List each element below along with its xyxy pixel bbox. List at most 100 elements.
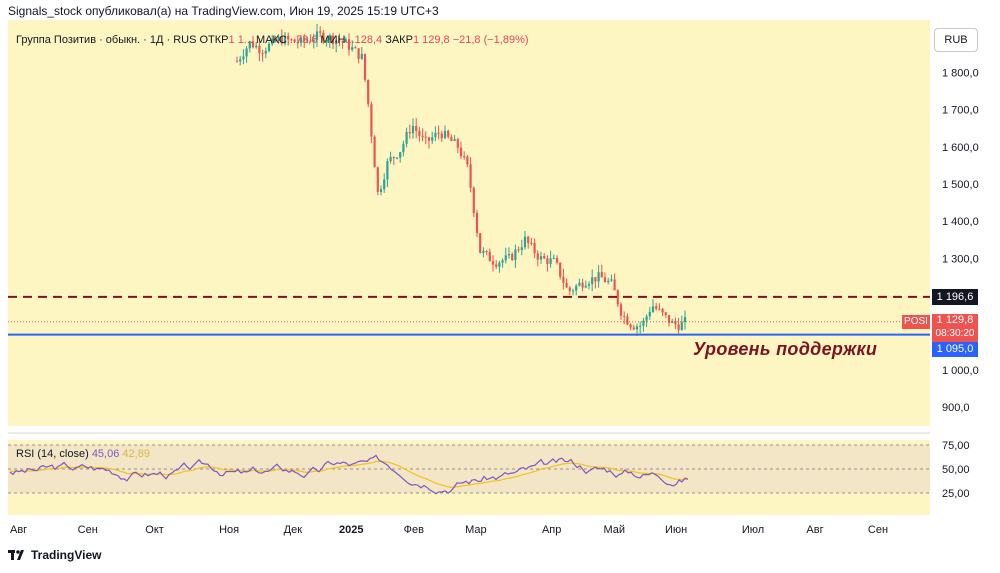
candle-body bbox=[312, 39, 315, 42]
candle-body bbox=[351, 47, 354, 50]
price-tick-label: 1 000,0 bbox=[942, 365, 979, 377]
rsi-name: RSI (14, close) bbox=[16, 448, 89, 460]
candle-body bbox=[335, 40, 338, 45]
candle-body bbox=[463, 156, 466, 158]
candle-body bbox=[383, 179, 386, 190]
candle-body bbox=[575, 285, 578, 291]
candle-body bbox=[555, 258, 559, 263]
legend-open-value: 1 1... bbox=[228, 34, 253, 46]
legend-open-label: ОТКР bbox=[199, 34, 229, 46]
candle-body bbox=[674, 321, 677, 325]
legend-low-value: ...128,4 bbox=[345, 34, 383, 46]
candle-body bbox=[533, 242, 536, 254]
candle-body bbox=[271, 38, 274, 44]
candle-body bbox=[399, 152, 402, 158]
candle-body bbox=[443, 130, 447, 139]
price-pane-bg bbox=[8, 20, 930, 426]
candle-body bbox=[680, 322, 683, 331]
candle-body bbox=[546, 258, 549, 264]
time-axis-label: Фев bbox=[404, 524, 424, 536]
candle-body bbox=[571, 290, 575, 292]
resistance-price-badge: 1 196,6 bbox=[932, 289, 978, 305]
candle-body bbox=[283, 35, 287, 44]
candle-body bbox=[539, 256, 543, 260]
legend-low-label: МИН bbox=[320, 34, 346, 46]
legend-close-value: 1 129,8 bbox=[412, 34, 450, 46]
candle-body bbox=[251, 41, 255, 48]
candle-body bbox=[491, 261, 495, 265]
candle-body bbox=[450, 136, 453, 142]
legend-change: −21,8 (−1,89%) bbox=[452, 34, 529, 46]
candle-body bbox=[424, 136, 427, 138]
candle-body bbox=[591, 277, 594, 285]
candle-body bbox=[437, 132, 440, 134]
candle-body bbox=[485, 250, 488, 252]
currency-button[interactable]: RUB bbox=[934, 28, 978, 52]
candle-body bbox=[565, 282, 568, 288]
footer-brand: TradingView bbox=[31, 548, 102, 562]
candle-body bbox=[613, 279, 616, 291]
candle-body bbox=[610, 279, 613, 281]
chart-area[interactable]: 900,0 1 000,0 1 300,0 1 400,0 1 500,0 1 600,0… bbox=[0, 20, 1000, 540]
candle-body bbox=[386, 161, 389, 180]
candle-body bbox=[504, 255, 507, 261]
candle-body bbox=[389, 157, 392, 162]
candle-body bbox=[421, 135, 424, 137]
candle-body bbox=[309, 40, 312, 42]
candle-body bbox=[626, 316, 629, 325]
time-axis-label: Сен bbox=[78, 524, 98, 536]
candle-body bbox=[536, 253, 539, 260]
time-axis-label: Июл bbox=[742, 524, 764, 536]
candle-body bbox=[274, 38, 277, 42]
candle-body bbox=[549, 258, 552, 264]
price-tick-label: 1 600,0 bbox=[942, 142, 979, 154]
candle-body bbox=[683, 317, 687, 323]
candle-body bbox=[479, 233, 482, 253]
candle-body bbox=[578, 282, 581, 286]
candle-body bbox=[651, 306, 655, 312]
candle-body bbox=[299, 37, 303, 44]
time-axis-label: Окт bbox=[145, 524, 164, 536]
candle-body bbox=[488, 251, 491, 262]
publish-caption: Signals_stock опубликовал(а) на TradingV… bbox=[8, 4, 439, 18]
candle-body bbox=[677, 324, 680, 331]
candle-body bbox=[427, 137, 431, 141]
candle-body bbox=[367, 79, 370, 105]
candle-body bbox=[261, 53, 264, 55]
candle-body bbox=[466, 156, 469, 165]
price-tick-label: 900,0 bbox=[942, 402, 970, 414]
candle-body bbox=[354, 47, 357, 49]
candle-body bbox=[507, 254, 511, 256]
candle-body bbox=[469, 164, 472, 188]
candle-body bbox=[280, 36, 283, 44]
candle-body bbox=[501, 260, 504, 263]
candle-body bbox=[319, 31, 322, 33]
time-axis-label: Авг bbox=[806, 524, 823, 536]
candle-body bbox=[597, 272, 600, 282]
candle-body bbox=[360, 53, 363, 59]
price-tick-label: 1 500,0 bbox=[942, 179, 979, 191]
candle-body bbox=[418, 130, 421, 136]
candle-body bbox=[303, 37, 306, 42]
candle-body bbox=[520, 247, 523, 251]
candle-body bbox=[395, 157, 399, 159]
rsi-tick-label: 75,00 bbox=[942, 440, 970, 452]
candle-body bbox=[287, 35, 290, 40]
candle-body bbox=[322, 32, 325, 42]
candle-body bbox=[447, 130, 450, 137]
ticker-badge: POSI bbox=[902, 315, 930, 329]
time-axis-label: Мар bbox=[465, 524, 487, 536]
candle-body bbox=[559, 262, 562, 277]
candle-body bbox=[514, 249, 517, 260]
chart-svg[interactable]: 900,0 1 000,0 1 300,0 1 400,0 1 500,0 1 600,0… bbox=[0, 20, 1000, 540]
candle-body bbox=[661, 308, 664, 313]
candle-body bbox=[431, 137, 434, 141]
candle-body bbox=[258, 45, 261, 54]
candle-body bbox=[277, 36, 280, 42]
candle-body bbox=[325, 40, 328, 42]
candle-body bbox=[267, 43, 271, 51]
support-annotation: Уровень поддержки bbox=[693, 339, 878, 359]
legend-high-label: МАКС bbox=[256, 34, 287, 46]
candle-body bbox=[415, 125, 418, 131]
time-axis-label: Авг bbox=[10, 524, 27, 536]
